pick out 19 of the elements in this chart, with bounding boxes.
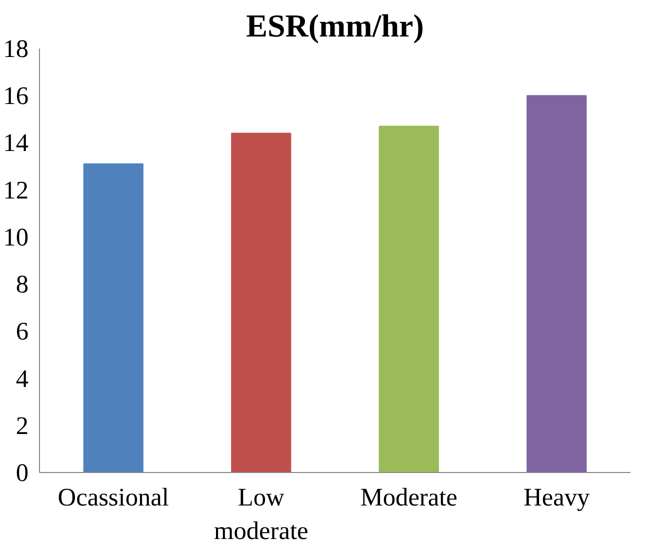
chart-title: ESR(mm/hr)	[246, 8, 424, 44]
y-tick-label: 10	[3, 223, 28, 252]
y-tick-label: 14	[3, 129, 29, 158]
x-tick-label: Ocassional	[58, 484, 169, 512]
y-tick-label: 16	[3, 82, 28, 110]
bar	[378, 126, 439, 472]
y-tick-label: 12	[3, 176, 28, 204]
y-tick-label: 0	[16, 459, 29, 487]
y-tick-label: 2	[16, 412, 29, 440]
bar	[231, 132, 292, 472]
y-tick-label: 18	[3, 35, 28, 63]
x-tick-label: Moderate	[360, 484, 458, 512]
bar	[526, 95, 587, 472]
y-tick-label: 6	[16, 318, 29, 346]
y-tick-label: 4	[16, 364, 29, 393]
x-tick-label: Heavy	[524, 484, 590, 512]
x-tick-label: Low moderate	[214, 484, 308, 546]
y-tick-label: 8	[16, 270, 29, 299]
bar	[83, 163, 144, 472]
